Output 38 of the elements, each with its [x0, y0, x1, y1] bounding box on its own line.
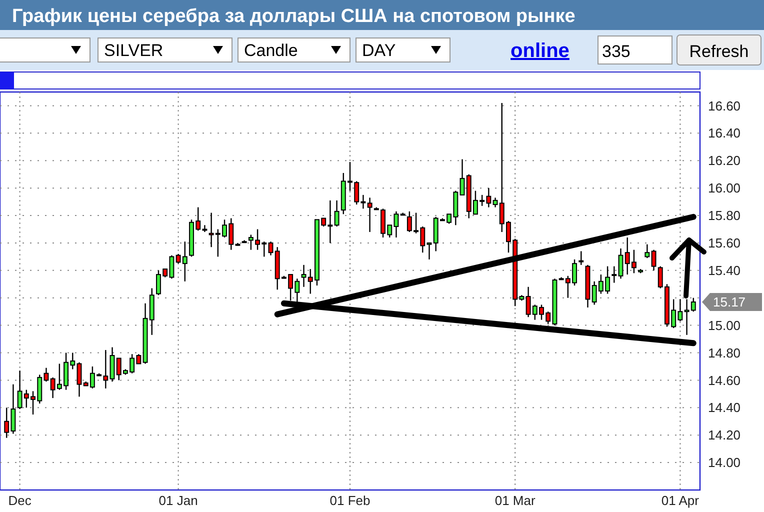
y-tick-label: 14.80 [708, 345, 741, 360]
candlestick [460, 158, 465, 196]
text: SILVER [104, 41, 164, 60]
text: Refresh [689, 42, 749, 61]
x-tick-label: 01 Mar [494, 493, 536, 508]
candlestick [268, 240, 274, 256]
candlestick [651, 249, 656, 272]
y-tick-label: 14.20 [708, 428, 741, 443]
y-tick-label: 15.00 [708, 318, 741, 333]
candlestick [578, 250, 584, 266]
candlestick [76, 362, 82, 398]
x-tick-label: Dec [8, 493, 32, 508]
text: 15.17 [713, 294, 746, 310]
candlestick [110, 346, 115, 382]
y-tick-label: 14.60 [708, 372, 741, 388]
chart-title: График цены серебра за доллары США на спотовом рынке [12, 6, 576, 27]
y-tick-label: 14.40 [708, 400, 741, 416]
y-tick-label: 15.60 [708, 236, 741, 251]
x-tick-label: 01 Jan [158, 493, 198, 508]
candlestick [618, 248, 624, 280]
y-tick-label: 16.40 [708, 126, 741, 141]
text: online [510, 40, 570, 62]
y-tick-label: 16.20 [708, 153, 741, 168]
y-tick-label: 14.00 [708, 455, 741, 470]
text: 335 [602, 42, 630, 61]
y-tick-label: 16.60 [708, 98, 741, 114]
candlestick [367, 197, 372, 233]
text: Candle [244, 41, 298, 60]
y-tick-label: 16.00 [708, 180, 741, 196]
candlestick [426, 242, 432, 260]
text: DAY [362, 41, 396, 60]
x-tick-label: 01 Apr [661, 493, 700, 508]
y-tick-label: 15.40 [708, 262, 741, 278]
x-tick-label: 01 Feb [330, 493, 370, 508]
candlestick [644, 244, 650, 259]
candlestick [612, 266, 617, 284]
y-tick-label: 15.80 [708, 208, 741, 224]
candlestick [334, 200, 340, 228]
